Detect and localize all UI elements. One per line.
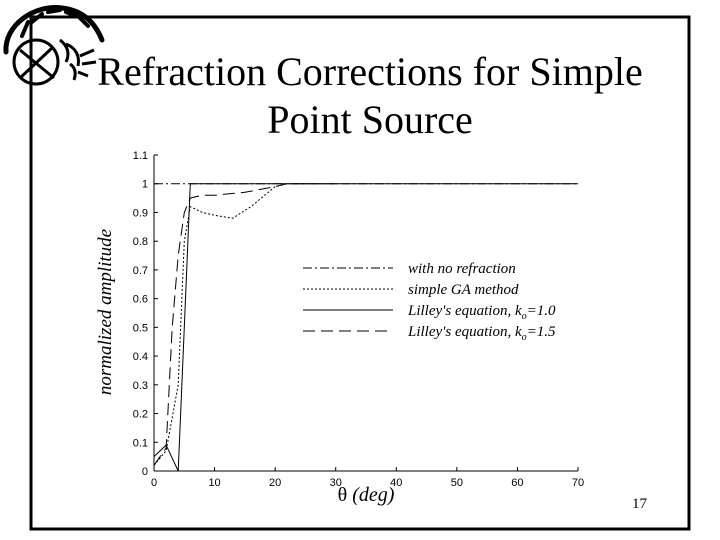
y-tick-label: 0.9 — [133, 207, 148, 219]
legend-label-3: Lilley's equation, ko=1.0 — [407, 303, 556, 322]
x-tick-label: 70 — [572, 477, 584, 489]
x-tick-label: 10 — [208, 477, 220, 489]
logo-arc — [3, 5, 105, 55]
x-tick-label: 20 — [269, 477, 281, 489]
x-tick-label: 40 — [390, 477, 402, 489]
x-ticks: 0 10 20 30 40 50 60 70 — [151, 467, 584, 489]
legend-label-2: simple GA method — [408, 282, 519, 298]
logo-seal-cross — [18, 46, 55, 80]
logo-seal — [12, 38, 60, 86]
y-tick-label: 1.1 — [133, 150, 148, 162]
legend-label-4: Lilley's equation, ko=1.5 — [407, 324, 556, 343]
y-tick-label: 0.2 — [133, 409, 148, 421]
x-tick-label: 0 — [151, 477, 157, 489]
y-tick-label: 0.1 — [133, 437, 148, 449]
slide-title: Refraction Corrections for Simple Point … — [40, 48, 700, 144]
chart-legend: with no refraction simple GA method Lilley… — [303, 261, 556, 343]
y-axis-label: normalized amplitude — [95, 229, 116, 395]
logo-right-lettering — [77, 48, 97, 78]
logo-griffin — [59, 38, 80, 81]
legend-label-1: with no refraction — [408, 261, 516, 277]
y-tick-label: 0.3 — [133, 380, 148, 392]
y-tick-label: 0 — [142, 466, 148, 478]
slide-border — [29, 15, 691, 531]
series-line-2 — [153, 183, 312, 466]
y-tick-label: 0.5 — [133, 322, 148, 334]
page-number: 17 — [632, 496, 647, 512]
y-tick-label: 1 — [142, 179, 148, 191]
series-line-3 — [153, 183, 578, 472]
y-tick-label: 0.8 — [133, 236, 148, 248]
x-tick-label: 60 — [511, 477, 523, 489]
y-tick-label: 0.7 — [133, 265, 148, 277]
chart-axes — [153, 155, 578, 472]
slide-title-line-1: Refraction Corrections for Simple — [97, 49, 643, 94]
series-line-4 — [153, 183, 336, 466]
slide-title-line-2: Point Source — [267, 97, 473, 142]
y-tick-label: 0.4 — [133, 351, 148, 363]
y-ticks: 0 0.1 0.2 0.3 0.4 0.5 0.6 0.7 0.8 0.9 1 1.1 — [133, 150, 158, 478]
x-tick-label: 50 — [451, 477, 463, 489]
purdue-logo — [3, 5, 105, 86]
logo-arc-lettering — [20, 8, 90, 38]
y-tick-label: 0.6 — [133, 294, 148, 306]
x-tick-label: 30 — [330, 477, 342, 489]
x-axis-label: θ (deg) — [338, 484, 395, 506]
chart-series — [153, 183, 578, 472]
